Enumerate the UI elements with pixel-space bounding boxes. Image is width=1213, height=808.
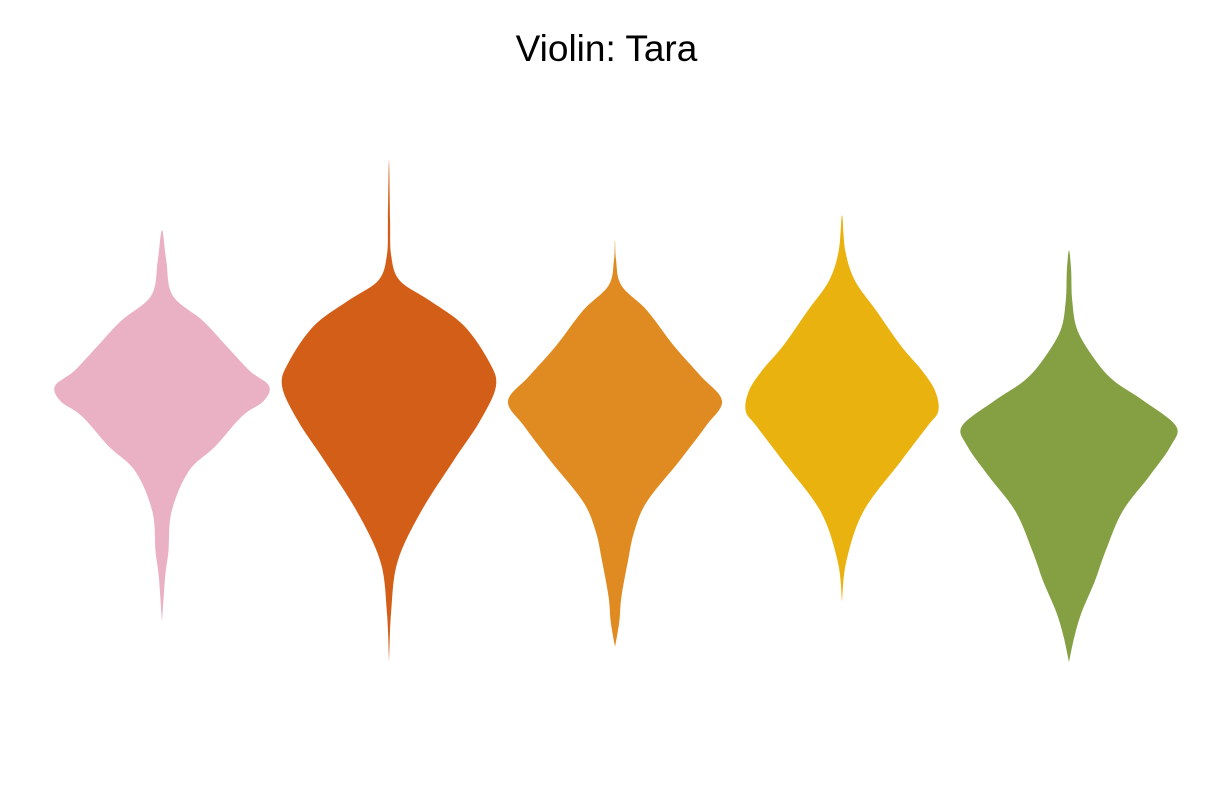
violin-4	[745, 215, 939, 602]
violin-5	[960, 250, 1178, 663]
violin-3	[507, 240, 723, 647]
violin-1	[54, 230, 270, 622]
violin-group	[54, 160, 1178, 663]
chart-title: Violin: Tara	[515, 28, 698, 69]
violin-2	[281, 160, 497, 662]
